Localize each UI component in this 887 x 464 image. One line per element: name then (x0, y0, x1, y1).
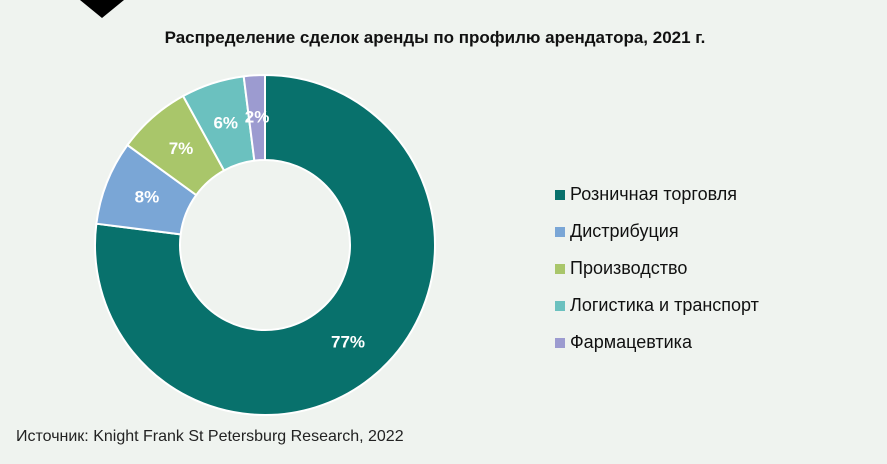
chart-legend: Розничная торговля Дистрибуция Производс… (555, 176, 759, 361)
legend-label-retail: Розничная торговля (570, 184, 737, 204)
legend-swatch-distribution (555, 226, 565, 237)
corner-mark-icon (80, 0, 124, 18)
slice-label-logistics: 6% (213, 114, 238, 133)
slice-label-pharma: 2% (245, 108, 270, 127)
legend-item-logistics: Логистика и транспорт (555, 287, 759, 324)
source-note: Источник: Knight Frank St Petersburg Res… (16, 428, 404, 445)
chart-title: Распределение сделок аренды по профилю а… (164, 28, 706, 47)
legend-label-pharma: Фармацевтика (570, 332, 692, 352)
legend-item-retail: Розничная торговля (555, 176, 759, 213)
legend-item-distribution: Дистрибуция (555, 213, 759, 250)
legend-item-pharma: Фармацевтика (555, 324, 759, 361)
legend-label-distribution: Дистрибуция (570, 221, 679, 241)
slice-pharma (242, 73, 266, 162)
slice-retail (94, 73, 436, 416)
legend-swatch-logistics (555, 300, 565, 311)
slice-label-distribution: 8% (135, 188, 160, 207)
legend-label-logistics: Логистика и транспорт (570, 295, 759, 315)
legend-label-production: Производство (570, 258, 688, 278)
slice-label-production: 7% (169, 139, 194, 158)
slice-label-retail: 77% (331, 332, 365, 351)
legend-swatch-production (555, 263, 565, 274)
legend-swatch-retail (555, 189, 565, 200)
legend-swatch-pharma (555, 337, 565, 348)
legend-item-production: Производство (555, 250, 759, 287)
